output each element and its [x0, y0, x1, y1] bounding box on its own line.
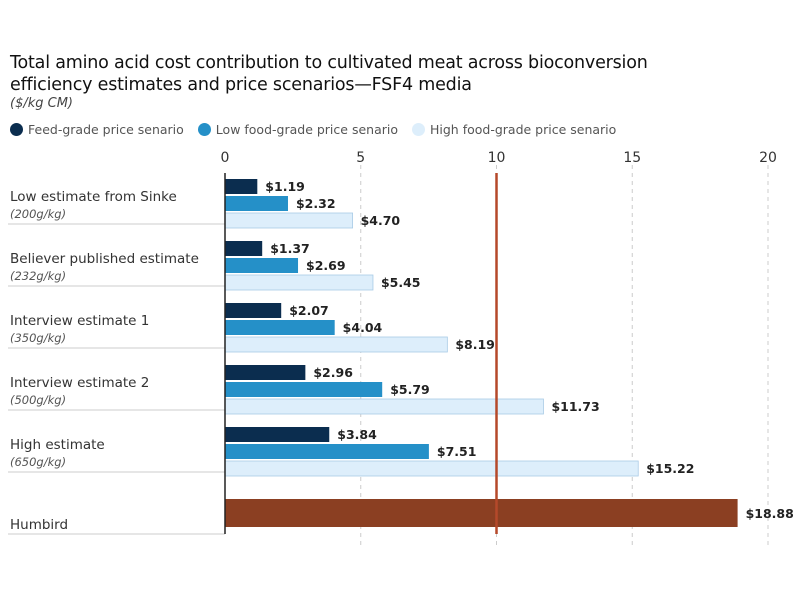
bar-value-label: $11.73	[551, 399, 599, 414]
bar-value-label: $1.37	[270, 241, 310, 256]
chart-subtitle: ($/kg CM)	[10, 96, 74, 111]
category-sublabel: (350g/kg)	[10, 331, 66, 345]
bar-feed	[225, 365, 306, 380]
category-label: Believer published estimate	[10, 251, 199, 267]
bar-feed	[225, 427, 330, 442]
bar-value-label: $15.22	[646, 461, 694, 476]
bar-value-label: $2.32	[296, 196, 336, 211]
category-label: Interview estimate 2	[10, 375, 149, 391]
legend-item: Low food-grade price senario	[197, 122, 398, 137]
category-label: Low estimate from Sinke	[10, 189, 177, 205]
category-label: High estimate	[10, 437, 105, 453]
bar-low	[225, 258, 299, 273]
bar-value-label: $3.84	[337, 427, 377, 442]
bar-low	[225, 320, 335, 335]
bar-feed	[225, 303, 282, 318]
bar-value-label: $7.51	[437, 444, 477, 459]
x-tick-label: 5	[356, 150, 365, 166]
bar-value-label: $8.19	[455, 337, 495, 352]
bar-feed	[225, 241, 263, 256]
bar-low	[225, 196, 288, 211]
bar-low	[225, 382, 383, 397]
bar-high	[224, 460, 639, 477]
x-tick-label: 10	[488, 150, 506, 166]
category-sublabel: (650g/kg)	[10, 455, 66, 469]
bar-value-label: $18.88	[746, 506, 794, 521]
bar-low	[225, 444, 429, 459]
bar-value-label: $5.45	[381, 275, 421, 290]
bar-value-label: $2.69	[306, 258, 346, 273]
category-label: Interview estimate 1	[10, 313, 149, 329]
category-sublabel: (500g/kg)	[10, 393, 66, 407]
bar-value-label: $4.70	[361, 213, 401, 228]
bar-value-label: $2.96	[313, 365, 353, 380]
bar-humbird	[225, 499, 738, 527]
bar-high	[224, 336, 448, 353]
legend-item: High food-grade price senario	[412, 122, 616, 137]
chart-title: Total amino acid cost contribution to cu…	[10, 53, 648, 95]
category-sublabel: (232g/kg)	[10, 269, 66, 283]
legend-swatch	[10, 123, 23, 136]
legend-swatch	[412, 123, 425, 136]
bar-value-label: $5.79	[390, 382, 430, 397]
x-tick-label: 15	[623, 150, 641, 166]
bar-value-label: $4.04	[343, 320, 383, 335]
legend-label: High food-grade price senario	[430, 122, 617, 137]
legend-label: Low food-grade price senario	[215, 122, 398, 137]
legend: Feed-grade price senario Low food-grade …	[10, 122, 616, 137]
legend-item: Feed-grade price senario	[10, 122, 184, 137]
x-tick-label: 0	[221, 150, 230, 166]
bar-value-label: $2.07	[289, 303, 329, 318]
bar-feed	[225, 179, 258, 194]
legend-swatch	[197, 123, 211, 136]
category-label: Humbird	[10, 517, 68, 533]
category-sublabel: (200g/kg)	[10, 207, 66, 221]
x-tick-label: 20	[759, 150, 777, 166]
bar-high	[224, 274, 374, 291]
bar-value-label: $1.19	[265, 179, 305, 194]
legend-label: Feed-grade price senario	[28, 122, 184, 137]
bar-high	[224, 212, 354, 229]
